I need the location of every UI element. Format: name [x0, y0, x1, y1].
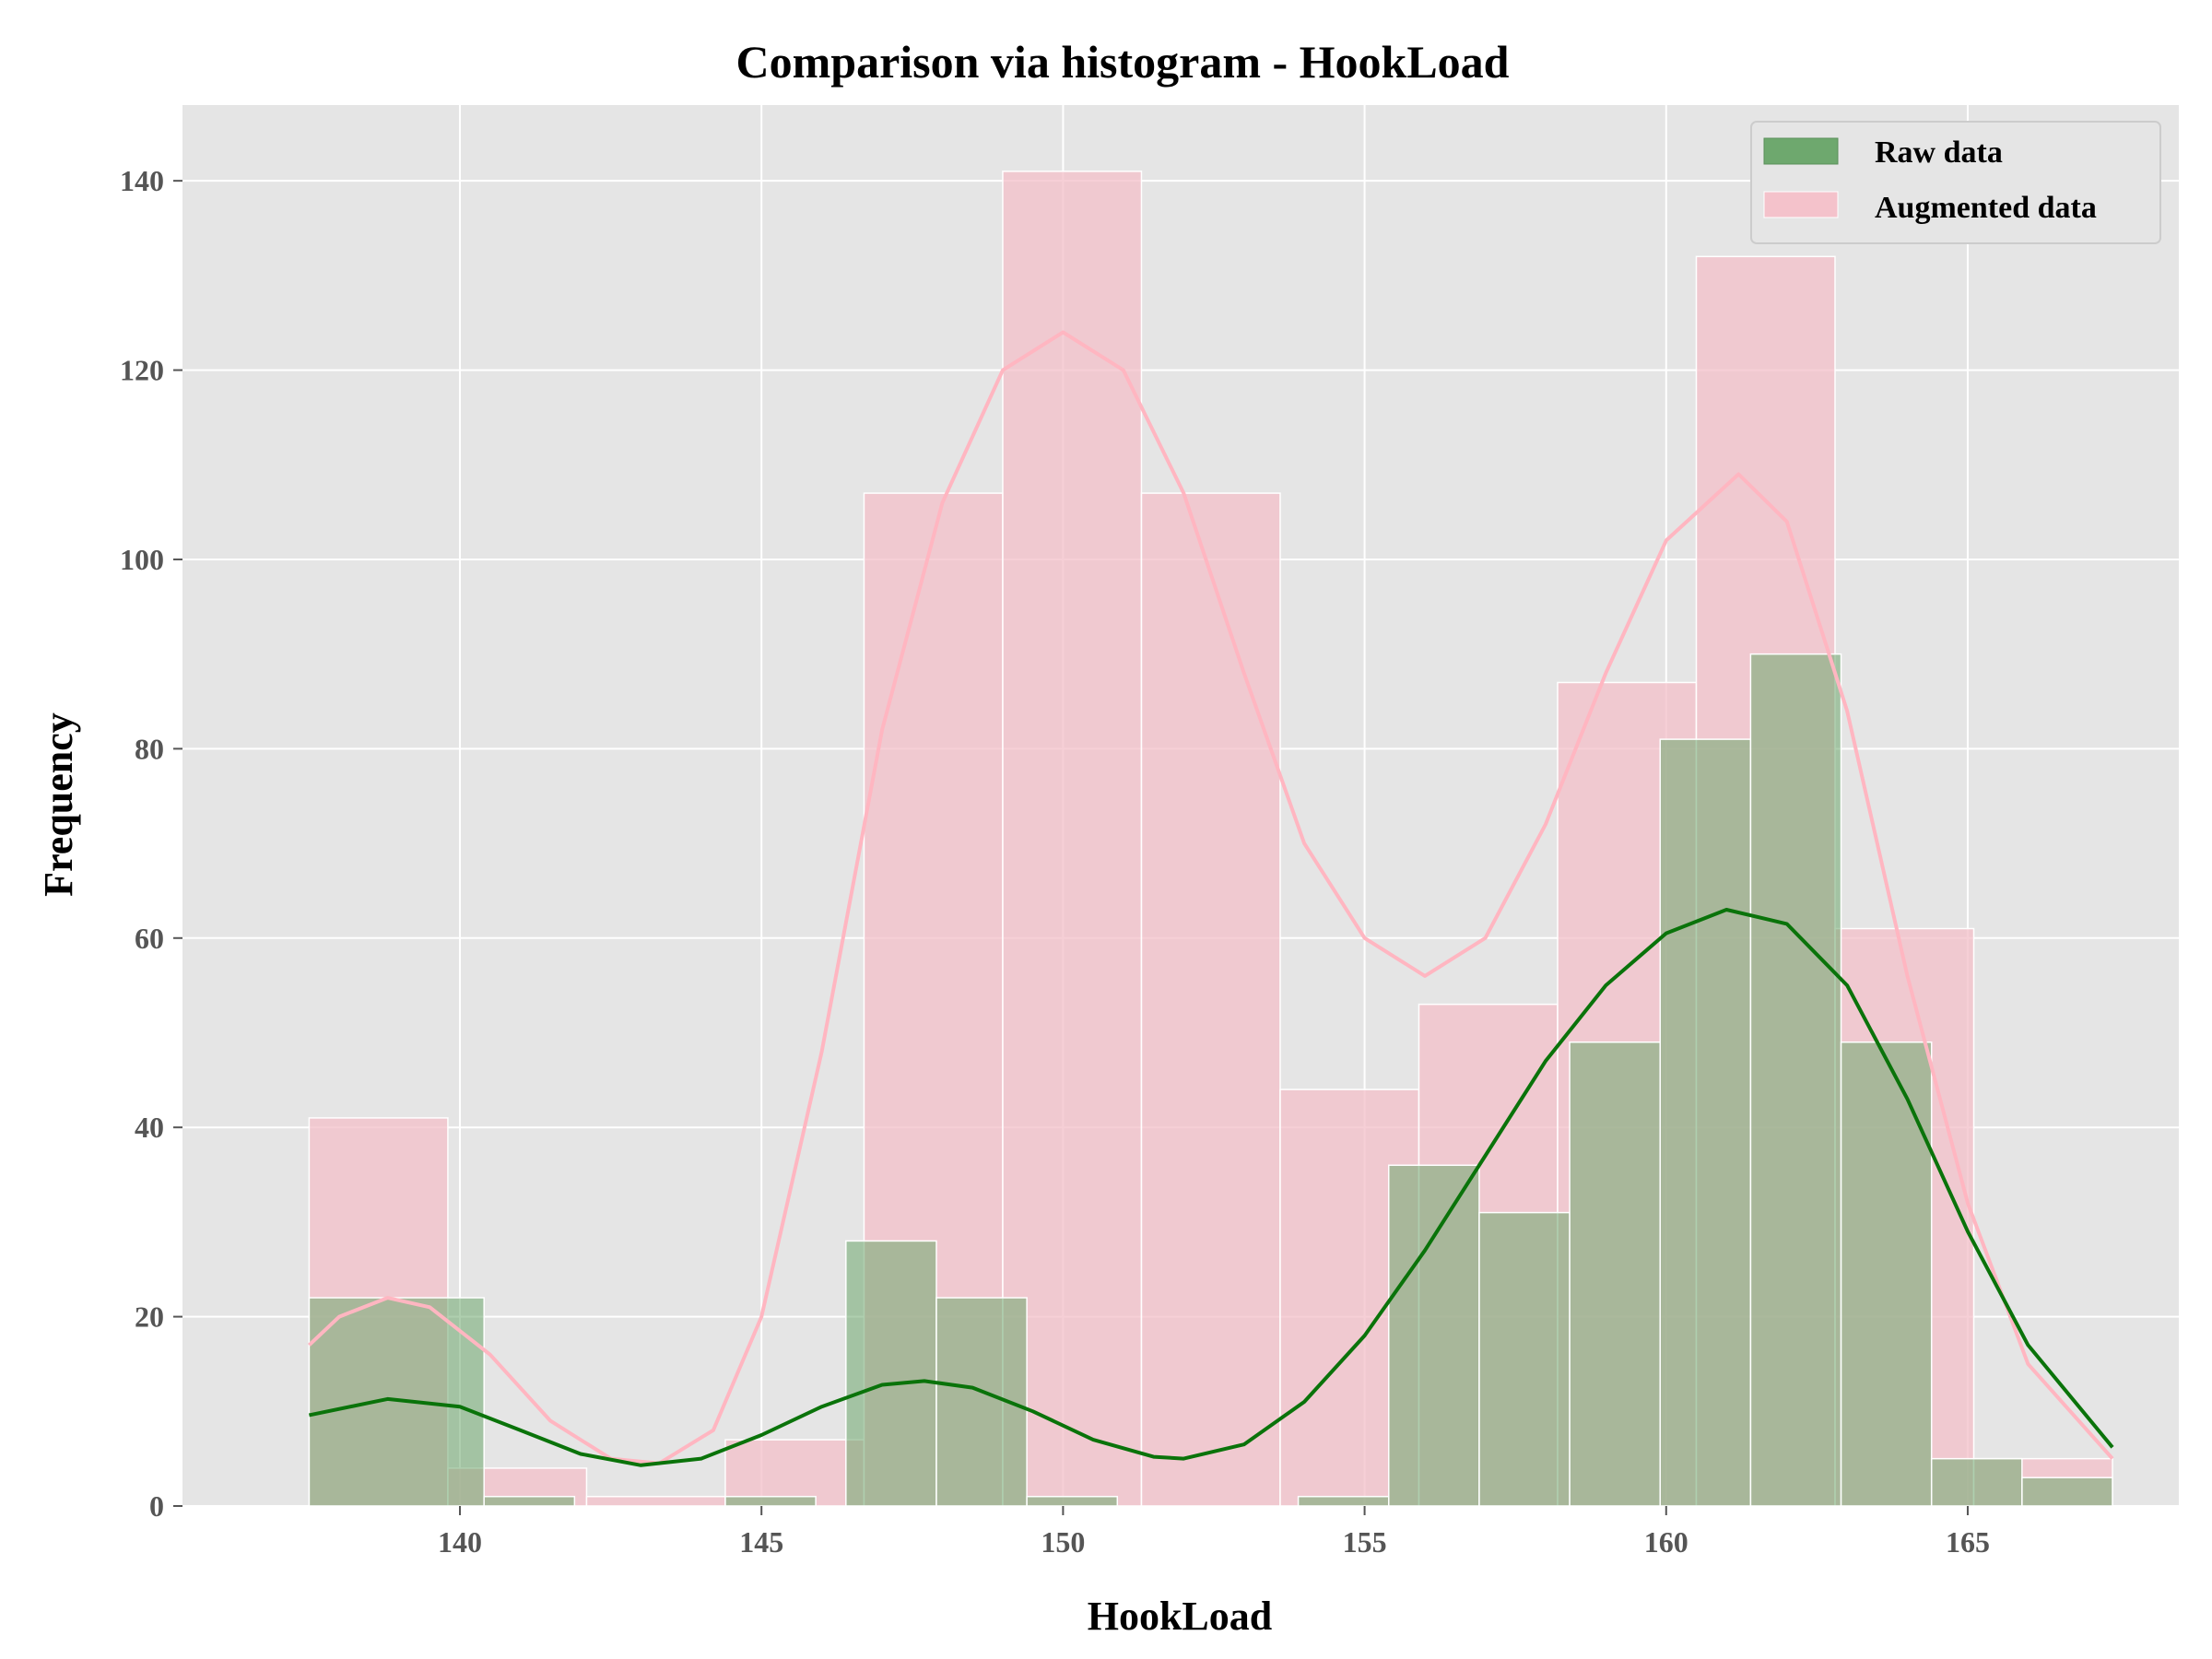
- raw-bar: [1840, 1041, 1933, 1507]
- augmented-bar: [585, 1495, 726, 1507]
- legend: Raw data Augmented data: [1750, 121, 2161, 244]
- raw-bar: [1659, 738, 1752, 1507]
- y-tick-label: 40: [135, 1111, 164, 1144]
- y-tick-label: 0: [149, 1489, 164, 1523]
- raw-bar: [1930, 1457, 2023, 1507]
- x-tick-label: 155: [1343, 1525, 1387, 1559]
- y-tick-label: 20: [135, 1300, 164, 1334]
- raw-bar: [1478, 1211, 1571, 1507]
- y-tick-label: 140: [120, 164, 164, 197]
- legend-swatch-augmented: [1763, 191, 1839, 218]
- raw-bar: [483, 1495, 576, 1507]
- raw-kde-line: [308, 908, 2114, 1467]
- legend-label-raw: Raw data: [1875, 135, 2003, 170]
- x-axis-ticks: 140 145 150 155 160 165: [438, 1506, 1990, 1559]
- y-tick-label: 80: [135, 732, 164, 765]
- y-axis-ticks: 0 20 40 60 80 100 120 140: [120, 164, 182, 1523]
- augmented-bar: [1002, 171, 1143, 1507]
- x-tick-label: 165: [1946, 1525, 1990, 1559]
- y-tick-label: 100: [120, 543, 164, 576]
- raw-bar: [308, 1297, 485, 1507]
- x-tick-label: 150: [1041, 1525, 1085, 1559]
- legend-swatch-raw: [1763, 137, 1839, 165]
- x-axis-label: HookLoad: [1088, 1594, 1273, 1639]
- raw-data-bars: [308, 653, 2113, 1507]
- legend-box: [1750, 121, 2161, 244]
- x-tick-label: 140: [438, 1525, 482, 1559]
- chart-title: Comparison via histogram - HookLoad: [736, 36, 1510, 88]
- raw-bar: [845, 1240, 937, 1507]
- raw-bar: [2021, 1477, 2113, 1507]
- y-axis-label: Frequency: [36, 712, 81, 897]
- augmented-bar: [724, 1439, 865, 1507]
- kde-curves: [308, 330, 2114, 1467]
- raw-bar: [1569, 1041, 1661, 1507]
- y-tick-label: 120: [120, 354, 164, 387]
- raw-bar: [1026, 1495, 1119, 1507]
- raw-bar: [1297, 1495, 1390, 1507]
- raw-bar: [1749, 653, 1842, 1507]
- x-tick-label: 160: [1644, 1525, 1688, 1559]
- y-tick-label: 60: [135, 922, 164, 955]
- raw-bar: [1388, 1164, 1480, 1507]
- augmented-bar: [1140, 492, 1281, 1507]
- x-tick-label: 145: [739, 1525, 783, 1559]
- augmented-kde-line: [308, 330, 2114, 1465]
- raw-bar: [724, 1495, 817, 1507]
- legend-label-augmented: Augmented data: [1875, 191, 2097, 225]
